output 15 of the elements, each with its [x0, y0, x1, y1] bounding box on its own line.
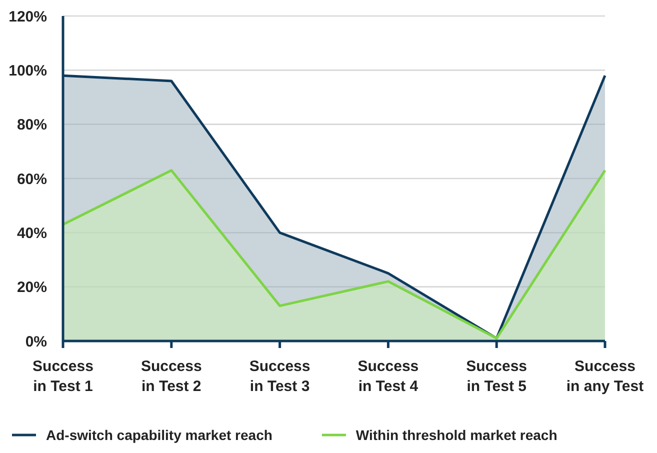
x-tick-label: Success in Test 1	[32, 358, 94, 395]
y-tick-label: 60%	[16, 170, 47, 188]
y-tick-label: 80%	[16, 116, 47, 134]
y-tick-label: 120%	[8, 8, 47, 26]
y-tick-label: 20%	[16, 279, 47, 296]
x-tick-label: Success in Test 3	[249, 358, 310, 395]
x-tick-label: Success in Test 5	[466, 358, 528, 395]
legend-label: Within threshold market reach	[356, 427, 558, 443]
x-tick-label: Success in Test 4	[358, 358, 419, 395]
y-tick-label: 100%	[8, 62, 47, 80]
legend-label: Ad-switch capability market reach	[46, 427, 272, 443]
y-tick-label: 0%	[25, 333, 47, 350]
y-tick-label: 40%	[16, 224, 47, 242]
x-tick-label: Success in any Test	[566, 358, 644, 395]
x-tick-label: Success in Test 2	[140, 358, 202, 395]
